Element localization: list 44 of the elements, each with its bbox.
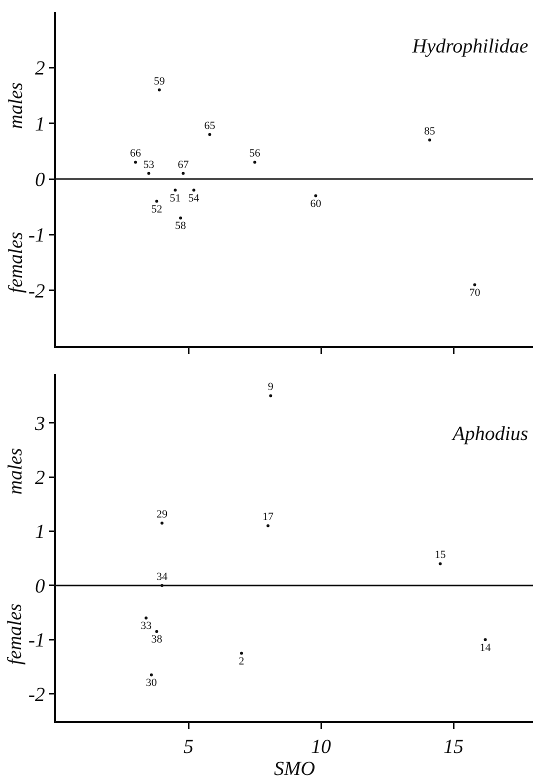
series-label: 34 <box>156 570 168 583</box>
text: Hydrophilidae <box>411 35 528 58</box>
series-label: 51 <box>170 192 181 204</box>
series-label: 59 <box>154 75 166 88</box>
y-tick-label: 2 <box>35 58 45 80</box>
x-tick-label: 5 <box>184 736 194 758</box>
y-tick-label: 1 <box>35 113 45 136</box>
series-label: 15 <box>434 549 446 562</box>
text: males <box>4 82 27 129</box>
series-label: 70 <box>469 286 481 299</box>
series-label: 52 <box>151 203 162 216</box>
series-label: 60 <box>310 198 322 210</box>
series-label: 30 <box>146 677 158 690</box>
series-label: 66 <box>130 148 142 160</box>
series-label: 29 <box>156 508 168 520</box>
series-label: 2 <box>238 655 244 668</box>
x-tick-label: 10 <box>311 736 331 758</box>
x-tick-label: 15 <box>444 736 464 758</box>
series-label: 9 <box>268 381 274 394</box>
x-axis-title: SMO <box>274 758 316 780</box>
y-tick-label: -1 <box>28 224 45 247</box>
series-label: 14 <box>480 642 492 654</box>
y-tick-label: -2 <box>28 280 45 302</box>
text: Aphodius <box>450 422 528 445</box>
series-label: 54 <box>188 192 200 204</box>
series-label: 56 <box>249 148 261 160</box>
text: males <box>4 448 26 495</box>
text: females <box>4 603 26 665</box>
series-label: 33 <box>140 620 152 632</box>
series-label: 38 <box>151 634 163 646</box>
series-label: 58 <box>175 220 187 232</box>
y-tick-label: 1 <box>35 521 45 544</box>
y-tick-label: 0 <box>35 169 45 191</box>
y-tick-label: 3 <box>34 412 45 435</box>
series-label: 85 <box>424 125 436 138</box>
y-tick-label: 2 <box>35 467 45 490</box>
series-label: 53 <box>143 158 155 171</box>
series-label: 17 <box>262 511 274 524</box>
series-label: 67 <box>178 158 190 171</box>
y-tick-label: -1 <box>28 630 45 652</box>
text: females <box>4 232 27 293</box>
y-tick-label: -2 <box>28 684 45 706</box>
y-tick-label: 0 <box>35 575 45 598</box>
series-label: 65 <box>204 120 216 132</box>
